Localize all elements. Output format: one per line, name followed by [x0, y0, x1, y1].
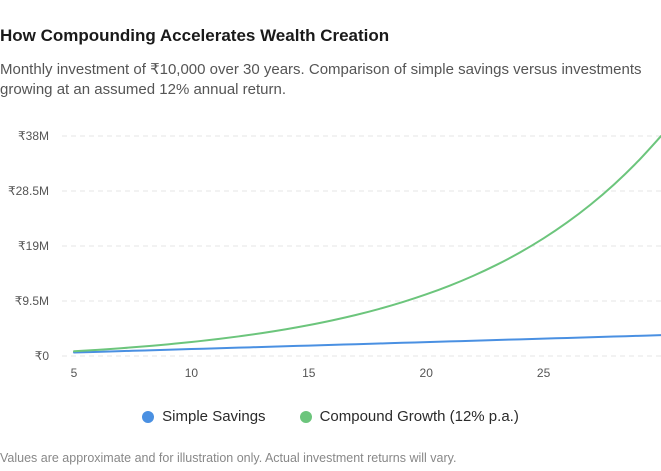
- legend-item-simple-savings[interactable]: Simple Savings: [142, 408, 266, 425]
- line-chart: ₹0 ₹9.5M ₹19M ₹28.5M ₹38M 5 10 15 20 25: [8, 129, 661, 380]
- x-tick-label: 5: [71, 366, 78, 380]
- legend-label-simple-savings: Simple Savings: [162, 408, 266, 425]
- y-tick-label: ₹0: [35, 349, 50, 363]
- x-axis-ticks: 5 10 15 20 25: [71, 366, 551, 380]
- legend: Simple Savings Compound Growth (12% p.a.…: [0, 408, 661, 425]
- series-line-simple-savings: [73, 334, 661, 354]
- legend-dot-simple-savings: [142, 410, 155, 423]
- x-tick-label: 15: [302, 366, 316, 380]
- y-tick-label: ₹19M: [18, 239, 49, 253]
- legend-label-compound-growth: Compound Growth (12% p.a.): [319, 408, 519, 425]
- chart-subtitle: Monthly investment of ₹10,000 over 30 ye…: [0, 61, 642, 98]
- y-tick-label: ₹38M: [18, 129, 49, 143]
- x-tick-label: 20: [420, 366, 434, 380]
- grid-lines: [62, 135, 661, 357]
- y-tick-label: ₹9.5M: [15, 294, 49, 308]
- y-tick-label: ₹28.5M: [8, 184, 49, 198]
- footnote: Values are approximate and for illustrat…: [0, 451, 457, 465]
- y-axis-ticks: ₹0 ₹9.5M ₹19M ₹28.5M ₹38M: [8, 129, 49, 363]
- series-lines: [73, 135, 661, 354]
- x-tick-label: 25: [537, 366, 551, 380]
- legend-item-compound-growth[interactable]: Compound Growth (12% p.a.): [299, 408, 519, 425]
- series-line-compound-growth: [73, 135, 661, 353]
- x-tick-label: 10: [185, 366, 199, 380]
- chart-title: How Compounding Accelerates Wealth Creat…: [0, 26, 390, 45]
- legend-dot-compound-growth: [299, 410, 312, 423]
